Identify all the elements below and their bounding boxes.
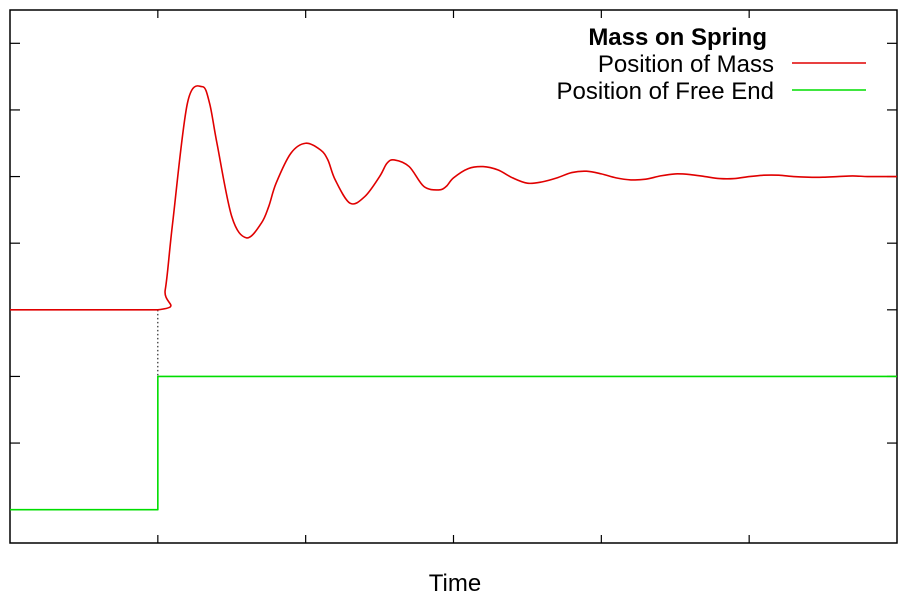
- series-layer: [10, 85, 897, 511]
- series-line-free-end: [10, 375, 897, 511]
- legend: Mass on Spring Position of Mass Position…: [557, 24, 866, 105]
- x-axis-label: Time: [429, 570, 481, 597]
- legend-label-free-end: Position of Free End: [557, 78, 774, 105]
- legend-label-mass: Position of Mass: [598, 51, 774, 78]
- tick-group: [10, 10, 897, 543]
- legend-title: Mass on Spring: [588, 24, 767, 51]
- series-line-mass: [10, 85, 897, 311]
